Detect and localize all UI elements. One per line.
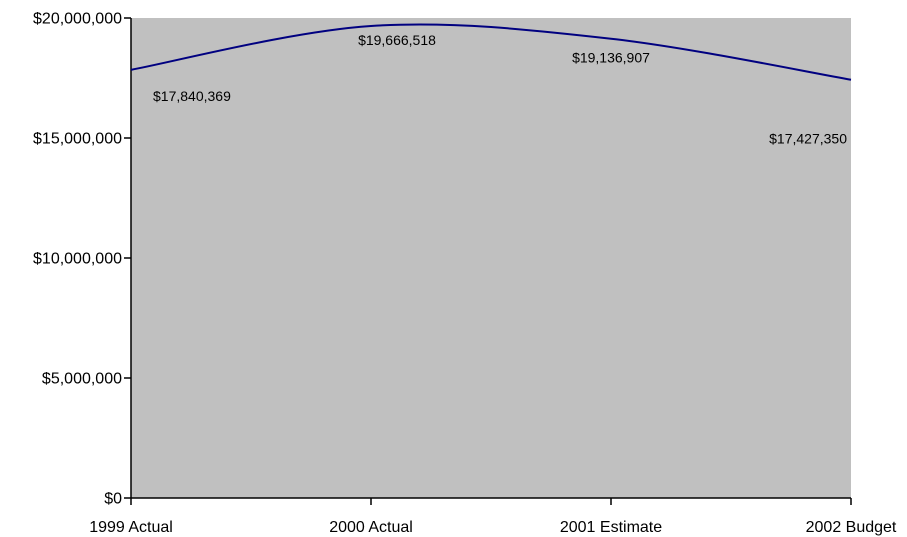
data-label: $19,666,518 (358, 32, 436, 48)
data-labels: $17,840,369 $19,666,518 $19,136,907 $17,427… (153, 32, 847, 147)
data-label: $19,136,907 (572, 50, 650, 66)
x-tick-label: 1999 Actual (89, 519, 173, 536)
x-axis: 1999 Actual 2000 Actual 2001 Estimate 2002 … (89, 497, 897, 536)
x-tick-label: 2002 Budget (806, 519, 897, 536)
y-tick-label: $20,000,000 (33, 11, 122, 28)
y-tick-label: $10,000,000 (33, 251, 122, 268)
x-tick-label: 2001 Estimate (560, 519, 662, 536)
y-axis: $0 $5,000,000 $10,000,000 $15,000,000 $20,00… (33, 11, 132, 508)
data-label: $17,427,350 (769, 131, 847, 147)
y-tick-label: $5,000,000 (42, 371, 122, 388)
data-label: $17,840,369 (153, 88, 231, 104)
y-tick-label: $0 (104, 491, 122, 508)
x-tick-label: 2000 Actual (329, 519, 413, 536)
series-line (130, 23, 852, 81)
y-tick-label: $15,000,000 (33, 131, 122, 148)
series-group (130, 23, 852, 81)
plot-area (131, 18, 851, 498)
